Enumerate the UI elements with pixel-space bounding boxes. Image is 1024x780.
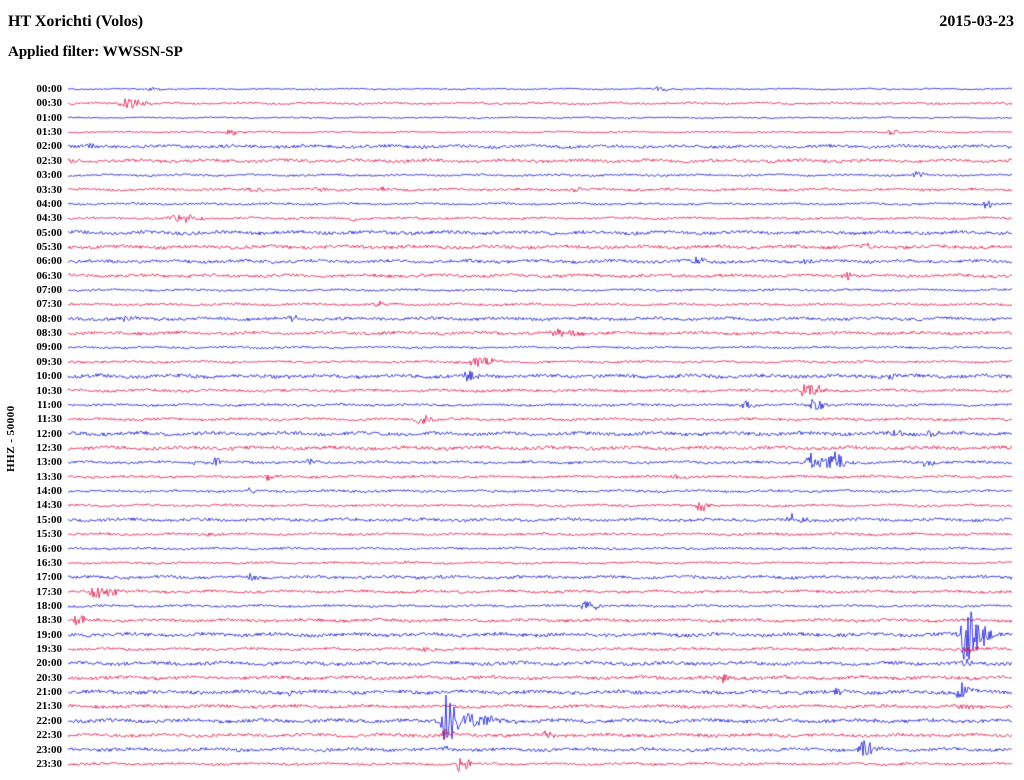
time-label: 00:30 [36,97,62,110]
time-label: 01:00 [36,111,62,124]
time-label: 15:00 [36,513,62,526]
time-label: 22:30 [36,729,62,742]
time-label: 20:00 [36,657,62,670]
time-label: 22:00 [36,714,62,727]
time-label: 19:00 [36,628,62,641]
time-label: 19:30 [36,643,62,656]
time-label: 02:00 [36,140,62,153]
time-label: 04:00 [36,197,62,210]
time-label: 17:30 [36,585,62,598]
time-label: 15:30 [36,528,62,541]
time-label: 11:30 [36,413,62,426]
time-label: 07:30 [36,298,62,311]
time-label: 07:00 [36,284,62,297]
time-label: 13:30 [36,470,62,483]
time-label: 03:30 [36,183,62,196]
time-label: 23:00 [36,743,62,756]
time-label: 18:00 [36,599,62,612]
time-label: 04:30 [36,212,62,225]
time-label: 10:00 [36,370,62,383]
time-label: 17:00 [36,571,62,584]
time-label: 09:30 [36,355,62,368]
time-label: 16:00 [36,542,62,555]
time-label: 12:00 [36,427,62,440]
time-label: 05:30 [36,240,62,253]
time-label: 14:00 [36,485,62,498]
time-label: 11:00 [36,398,62,411]
time-label: 05:00 [36,226,62,239]
time-label: 01:30 [36,126,62,139]
time-label: 21:00 [36,686,62,699]
time-label: 08:00 [36,312,62,325]
time-label: 08:30 [36,327,62,340]
time-label: 03:00 [36,169,62,182]
time-label: 23:30 [36,757,62,770]
time-label: 10:30 [36,384,62,397]
time-label: 06:00 [36,255,62,268]
time-label: 02:30 [36,154,62,167]
time-label: 18:30 [36,614,62,627]
time-label: 13:00 [36,456,62,469]
time-label: 14:30 [36,499,62,512]
time-label: 00:00 [36,83,62,95]
time-label: 09:00 [36,341,62,354]
time-label: 20:30 [36,671,62,684]
time-label: 12:30 [36,442,62,454]
time-label: 06:30 [36,269,62,282]
time-label: 21:30 [36,700,62,713]
time-label: 16:30 [36,556,62,569]
